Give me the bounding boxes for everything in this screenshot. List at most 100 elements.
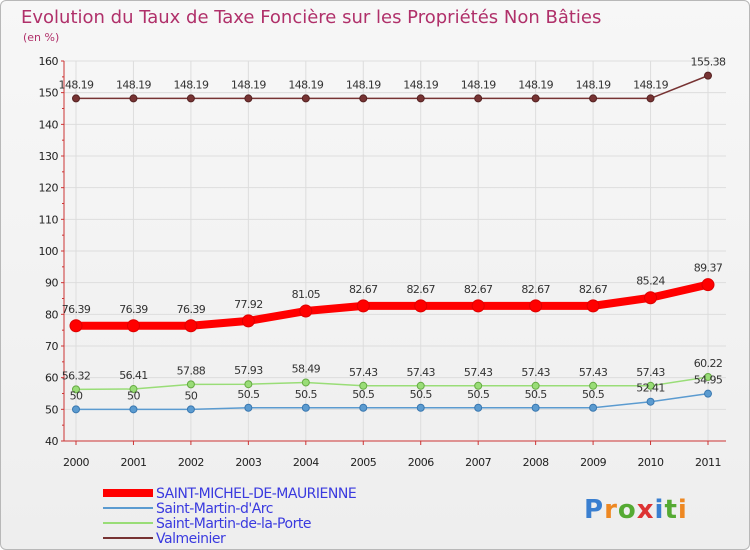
x-tick-label: 2001 [120,456,146,469]
data-point [701,278,715,292]
data-label: 50.5 [525,388,548,401]
logo-letter: i [678,495,688,525]
data-point [531,381,540,390]
data-point [416,381,425,390]
data-point [129,385,138,394]
data-point [244,94,253,103]
data-point [72,405,80,414]
data-point [301,94,310,103]
series-line-2 [75,376,709,391]
grid [64,60,726,442]
data-label: 82.67 [579,283,608,296]
logo-letter: t [664,495,677,525]
x-tick-label: 2002 [178,456,204,469]
legend-label: SAINT-MICHEL-DE-MAURIENNE [156,486,356,502]
data-label: 58.49 [292,362,321,375]
data-label: 50 [127,389,140,402]
data-point [644,291,658,305]
data-label: 148.19 [173,78,208,91]
legend-label: Saint-Martin-d'Arc [156,501,273,517]
data-point [186,405,195,414]
data-point [129,94,138,103]
x-tick-label: 2003 [235,456,261,469]
data-label: 57.43 [579,366,608,379]
data-label: 82.67 [349,283,378,296]
x-tick-label: 2007 [465,456,491,469]
data-point [531,94,540,103]
y-tick-label: 120 [39,182,59,195]
data-label: 50.5 [410,388,433,401]
data-label: 57.43 [349,366,378,379]
logo-letter: P [584,495,604,525]
unit-label: (en %) [23,31,59,44]
data-point [471,299,485,313]
data-label: 148.19 [346,78,381,91]
y-tick-label: 140 [39,118,59,131]
data-label: 50 [185,389,198,402]
data-label: 82.67 [406,283,435,296]
x-tick-label: 2010 [638,456,664,469]
data-label: 50 [70,389,83,402]
y-tick-label: 130 [39,150,59,163]
data-label: 148.19 [576,78,611,91]
data-label: 76.39 [119,303,148,316]
data-label: 81.05 [292,288,321,301]
data-point [301,403,310,412]
data-point [359,381,368,390]
data-label: 77.92 [234,298,263,311]
x-tick-label: 2009 [580,456,606,469]
data-point [704,389,712,398]
y-tick-label: 40 [45,435,58,448]
data-label: 50.5 [467,388,490,401]
data-point [186,94,195,103]
y-tick-label: 70 [45,340,58,353]
data-point [474,403,483,412]
data-label: 148.19 [231,78,266,91]
data-label: 82.67 [521,283,550,296]
data-label: 57.43 [636,366,665,379]
x-tick-label: 2006 [408,456,434,469]
y-tick-label: 160 [39,55,59,68]
logo-letter: r [604,495,618,525]
data-label: 148.19 [288,78,323,91]
y-tick-label: 110 [39,213,59,226]
axes: 40 50 60 70 80 90 100 110 120 130 140 150 160 2000 200… [39,55,726,469]
data-label: 57.43 [406,366,435,379]
data-label: 56.32 [62,369,91,382]
x-tick-label: 2008 [523,456,549,469]
logo-letter: i [655,495,665,525]
series-group [69,71,715,414]
logo-letter: o [618,495,637,525]
data-point [414,299,428,313]
data-point [184,319,198,333]
data-point [529,299,543,313]
data-point [474,94,483,103]
x-tick-label: 2004 [293,456,319,469]
data-label: 52.41 [636,382,665,395]
data-label: 155.38 [691,56,726,69]
data-point [646,381,655,390]
y-tick-label: 50 [45,403,58,416]
data-point [589,403,598,412]
x-tick-label: 2000 [63,456,89,469]
data-label: 85.24 [636,275,665,288]
data-label: 54.95 [694,374,723,387]
data-point [589,94,598,103]
data-label: 50.5 [582,388,605,401]
data-point [69,319,83,333]
logo-letter: x [637,495,655,525]
data-point [72,94,80,103]
data-point [359,403,368,412]
data-label: 57.88 [177,364,206,377]
data-label: 148.19 [59,78,94,91]
data-point [646,397,655,406]
y-tick-label: 80 [45,308,58,321]
data-point [301,378,310,387]
data-label: 148.19 [461,78,496,91]
data-point [72,385,80,394]
data-label: 56.41 [119,369,148,382]
data-point [589,381,598,390]
legend-label: Saint-Martin-de-la-Porte [156,516,311,532]
data-point [359,94,368,103]
